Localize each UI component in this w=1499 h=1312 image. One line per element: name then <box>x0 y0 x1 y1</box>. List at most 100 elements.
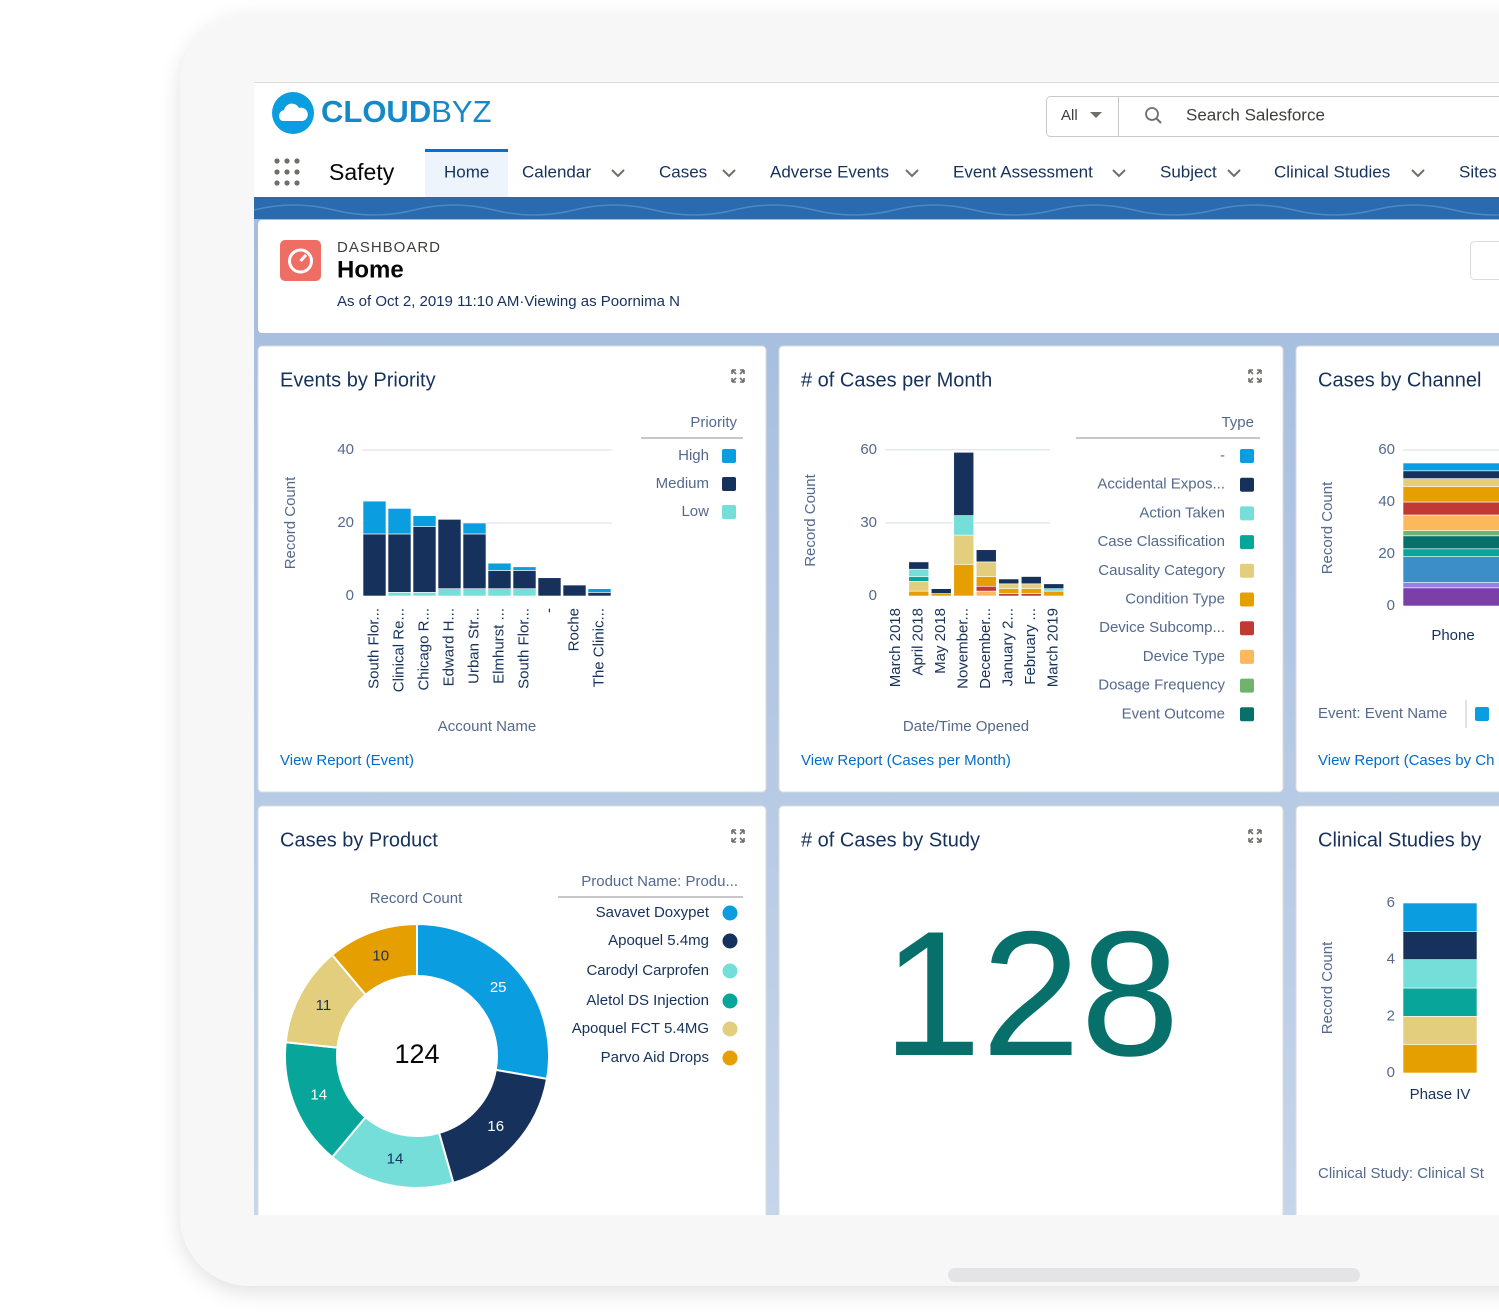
nav-tab[interactable]: Sites <box>1459 162 1497 181</box>
expand-icon[interactable] <box>731 369 745 383</box>
legend-swatch <box>1240 678 1254 693</box>
view-report-link[interactable]: View Report (Event) <box>280 752 414 769</box>
search-scope[interactable]: All <box>1061 107 1078 124</box>
bar-segment <box>953 515 975 536</box>
x-tick-label: November... <box>955 608 972 689</box>
bar-segment <box>1402 587 1499 607</box>
bar-segment <box>462 588 487 597</box>
bar-segment <box>1402 987 1478 1017</box>
search-box[interactable] <box>1046 96 1499 137</box>
device-lip <box>948 1268 1360 1282</box>
bar-segment <box>512 570 537 590</box>
bar-segment <box>387 508 412 535</box>
legend-swatch <box>1240 449 1254 463</box>
active-tab-bg <box>425 149 508 197</box>
bar-segment <box>1402 501 1499 516</box>
legend-label: Device Type <box>1143 648 1225 665</box>
legend-swatch <box>1240 535 1254 550</box>
legend-swatch <box>722 905 738 921</box>
bar-segment <box>487 570 512 590</box>
y-tick-label: 60 <box>1378 441 1395 458</box>
legend-swatch <box>722 963 738 979</box>
nav-tab[interactable]: Clinical Studies <box>1274 162 1390 181</box>
header-button[interactable] <box>1470 241 1499 280</box>
dashboard-title: Home <box>337 256 404 283</box>
legend: High Medium Low <box>656 447 736 520</box>
widget-card <box>1295 345 1499 793</box>
legend-title: Clinical Study: Clinical St <box>1318 1165 1485 1182</box>
app-launcher[interactable] <box>274 158 300 186</box>
legend-label: Savavet Doxypet <box>596 904 710 921</box>
x-tick-label: The Clinic... <box>590 608 607 687</box>
bar-segment <box>908 568 930 577</box>
x-tick-label: Edward H... <box>440 608 457 686</box>
expand-icon[interactable] <box>1248 829 1262 843</box>
bar-segment <box>1020 583 1042 589</box>
logo-text: CLOUDBYZ <box>321 94 492 129</box>
widget-title: # of Cases per Month <box>801 369 992 391</box>
bar-segment <box>412 592 437 597</box>
y-tick-label: 20 <box>1378 545 1395 562</box>
bar-segment <box>487 588 512 597</box>
dashboard-label: DASHBOARD <box>337 239 441 256</box>
bar-segment <box>998 578 1020 585</box>
legend-title: Priority <box>690 414 737 431</box>
legend-label: Action Taken <box>1139 504 1225 521</box>
widget-title: Cases by Channel <box>1318 369 1481 391</box>
legend-label: Apoquel FCT 5.4MG <box>572 1020 709 1037</box>
bar-segment <box>362 533 387 597</box>
x-tick-label: Roche <box>565 608 582 651</box>
bar-segment <box>1402 959 1478 989</box>
bar-segment <box>1402 548 1499 557</box>
legend-swatch <box>722 993 738 1009</box>
nav-tab[interactable]: Adverse Events <box>770 162 889 181</box>
data-label: 25 <box>490 979 507 996</box>
value-label: Record Count <box>370 890 463 907</box>
legend-label: High <box>678 447 709 464</box>
view-report-link[interactable]: View Report (Cases by Ch <box>1318 752 1494 769</box>
active-tab-indicator <box>425 149 508 152</box>
x-tick-label: December... <box>977 608 994 689</box>
data-label: 14 <box>387 1151 404 1168</box>
expand-icon[interactable] <box>1248 369 1262 383</box>
bar-segment <box>462 522 487 535</box>
legend-title: Product Name: Produ... <box>581 873 738 890</box>
bar-segment <box>930 588 952 594</box>
nav-tab[interactable]: Event Assessment <box>953 162 1093 181</box>
bar-segment <box>512 566 537 571</box>
x-tick-label: Urban Str... <box>465 608 482 684</box>
nav-tab[interactable]: Subject <box>1160 162 1217 181</box>
bar-segment <box>1402 514 1499 531</box>
nav-tab[interactable]: Calendar <box>522 162 591 181</box>
bar-segment <box>562 584 587 597</box>
view-report-link[interactable]: View Report (Cases per Month) <box>801 752 1011 769</box>
nav-tab[interactable]: Cases <box>659 162 707 181</box>
bar-segment <box>975 585 997 592</box>
nav-tab[interactable]: Home <box>444 162 489 181</box>
legend-swatch <box>722 1021 738 1037</box>
bar-segment <box>1402 902 1478 932</box>
y-axis-label: Record Count <box>802 473 819 566</box>
expand-icon[interactable] <box>731 829 745 843</box>
legend-swatch <box>1240 477 1254 492</box>
search-placeholder[interactable]: Search Salesforce <box>1186 105 1325 124</box>
x-tick-label: Phone <box>1431 627 1474 644</box>
bar-segment <box>998 583 1020 589</box>
legend-label: Device Subcomp... <box>1099 619 1225 636</box>
bar-segment <box>1402 535 1499 550</box>
logo[interactable]: CLOUDBYZ <box>272 92 492 134</box>
data-label: 10 <box>372 947 389 964</box>
bar-segment <box>998 588 1020 594</box>
center-label: 124 <box>394 1039 439 1069</box>
nav-chevron <box>905 169 919 178</box>
bar-segment <box>975 576 997 587</box>
legend-swatch <box>722 1050 738 1066</box>
bar-segment <box>1402 582 1499 589</box>
nav-chevron <box>1227 169 1241 178</box>
bar-segment <box>462 533 487 590</box>
y-tick-label: 20 <box>337 514 354 531</box>
y-tick-label: 30 <box>860 514 877 531</box>
legend-label: Causality Category <box>1098 562 1225 579</box>
bar-segment <box>437 588 462 597</box>
